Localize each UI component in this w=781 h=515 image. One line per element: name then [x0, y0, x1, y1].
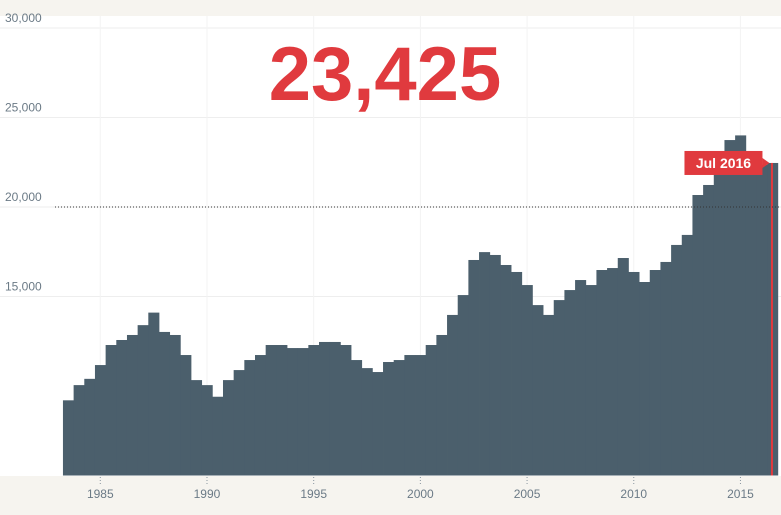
y-tick-label: 25,000 [5, 101, 42, 115]
bar [126, 334, 139, 476]
bar [158, 331, 171, 476]
bar [500, 264, 512, 476]
bar [169, 334, 181, 476]
y-tick-label: 30,000 [5, 11, 42, 25]
bar [649, 270, 661, 476]
bar [212, 396, 224, 476]
bar [425, 345, 437, 476]
bar [447, 314, 459, 476]
bar [233, 370, 245, 476]
bar [361, 368, 373, 476]
bar [287, 348, 299, 476]
bar [137, 325, 149, 476]
x-tick-label: 2015 [727, 487, 754, 501]
bar [383, 362, 395, 476]
bar-highlight [770, 162, 773, 476]
bar [84, 378, 96, 476]
bar [564, 290, 576, 476]
bar [521, 285, 533, 476]
bar [745, 155, 757, 476]
bar [607, 268, 619, 476]
bar [329, 341, 341, 476]
bar [735, 135, 747, 476]
bar [628, 271, 640, 476]
bar [489, 254, 501, 476]
bar [585, 285, 597, 476]
bar [351, 360, 363, 476]
bar [94, 365, 107, 476]
bar [116, 339, 128, 476]
annotation-pointer [762, 157, 770, 168]
bar [575, 280, 587, 476]
bar [660, 261, 672, 476]
x-tick-label: 1990 [194, 487, 221, 501]
x-tick-label: 2010 [620, 487, 647, 501]
bar [201, 385, 213, 476]
bar [340, 345, 352, 476]
bar [713, 160, 725, 476]
bar [73, 385, 85, 476]
bar [724, 140, 736, 476]
bar [254, 355, 267, 476]
bar [543, 314, 555, 476]
bar [404, 355, 416, 476]
bar [639, 282, 651, 476]
bar [148, 312, 160, 476]
bar [244, 360, 256, 476]
bar [681, 234, 693, 476]
bar [617, 258, 629, 476]
bar [180, 355, 192, 476]
x-tick-label: 1995 [300, 487, 327, 501]
bar [532, 305, 544, 476]
bar [372, 372, 384, 476]
bar [308, 345, 320, 476]
x-tick-label: 2005 [514, 487, 541, 501]
y-tick-label: 20,000 [5, 190, 42, 204]
bar [297, 348, 309, 476]
bar [276, 345, 288, 476]
annotation-label: Jul 2016 [696, 155, 751, 171]
y-tick-label: 15,000 [5, 280, 42, 294]
bar [703, 184, 715, 476]
bar [105, 345, 117, 476]
bar [553, 300, 565, 476]
bar [468, 259, 480, 476]
x-tick-label: 1985 [87, 487, 114, 501]
bar [457, 295, 469, 476]
bar [222, 380, 235, 476]
bar [479, 252, 491, 476]
bar [265, 345, 277, 476]
bar [393, 360, 405, 476]
headline: 23,425 [269, 32, 501, 117]
x-tick-label: 2000 [407, 487, 434, 501]
bar [596, 270, 608, 476]
annotation-box [684, 150, 763, 175]
bar [436, 334, 448, 476]
bar [319, 341, 331, 476]
annotation: Jul 2016 [684, 150, 770, 175]
bar [692, 195, 704, 476]
bar [671, 244, 683, 476]
bar [511, 271, 523, 476]
bar [415, 355, 427, 476]
bar [62, 400, 75, 476]
bar [190, 380, 203, 476]
bar [756, 164, 768, 476]
